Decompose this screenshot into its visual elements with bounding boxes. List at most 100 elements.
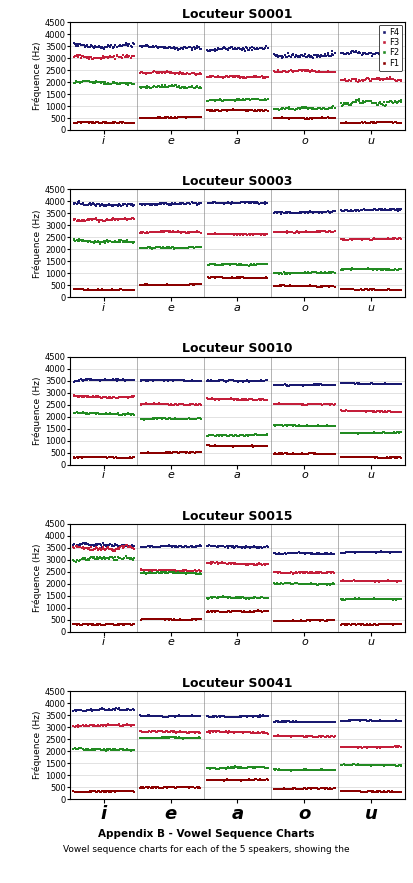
Point [237,393,244,407]
Point [261,228,268,242]
Point [146,110,153,125]
Point [301,111,307,125]
Point [278,714,285,728]
Point [227,270,233,284]
Point [107,549,114,563]
Point [157,563,164,577]
Point [99,116,105,130]
Point [113,618,120,632]
Point [328,110,334,125]
Y-axis label: Fréquence (Hz): Fréquence (Hz) [33,544,42,612]
Point [210,428,217,442]
Point [73,539,79,553]
Point [209,539,216,553]
Point [359,785,366,799]
Point [206,605,212,619]
Point [101,50,107,64]
Point [140,412,147,426]
Point [394,617,401,631]
Point [83,450,89,464]
Point [276,225,283,239]
Point [145,566,151,580]
Point [114,541,121,555]
Point [107,389,113,404]
Point [219,709,226,723]
Point [216,761,223,775]
Point [118,283,124,297]
Point [97,374,103,388]
Point [313,419,320,434]
Point [358,617,365,631]
Point [356,784,363,798]
Point [153,373,160,387]
Point [228,428,235,442]
Point [91,50,97,64]
Point [225,590,232,604]
Point [274,279,280,293]
Point [159,730,166,744]
Point [194,240,201,254]
Point [222,103,229,117]
Point [219,725,226,739]
Point [315,205,321,219]
Point [127,450,133,464]
Point [104,50,111,64]
Point [237,557,243,571]
Point [271,762,278,776]
Point [173,566,179,580]
Point [340,46,347,60]
Point [329,47,336,61]
Point [125,283,132,298]
Point [208,93,214,107]
Point [233,604,240,618]
Point [393,426,399,440]
Point [146,612,152,626]
Point [325,781,332,796]
Point [363,741,370,755]
Point [236,392,243,406]
Point [97,785,103,799]
Point [153,563,160,577]
Point [182,197,189,211]
Point [250,427,257,442]
Point [212,195,218,209]
Point [264,93,271,107]
Point [174,540,180,554]
Point [221,70,228,84]
Point [77,233,84,247]
Point [128,617,135,631]
Point [239,70,245,84]
Point [318,613,324,627]
Point [359,426,366,440]
Point [261,92,268,106]
Point [350,376,356,390]
Point [147,241,154,255]
Point [75,720,82,734]
Point [121,77,128,91]
Point [319,566,325,580]
Point [115,549,121,563]
Point [126,211,133,225]
Point [190,225,196,239]
Point [151,566,157,580]
Point [98,538,104,552]
Point [164,539,170,553]
Point [360,116,367,130]
Point [302,781,309,796]
Point [385,617,391,631]
Point [398,231,405,245]
Point [342,203,349,217]
Point [230,42,236,57]
Point [392,72,399,87]
Point [99,784,105,798]
Point [284,396,290,411]
Point [302,762,309,776]
Point [74,116,81,130]
Point [197,277,204,291]
Point [364,592,371,606]
Point [263,70,270,84]
Point [197,567,204,581]
Point [339,450,346,464]
Point [257,557,263,571]
Point [223,392,229,406]
